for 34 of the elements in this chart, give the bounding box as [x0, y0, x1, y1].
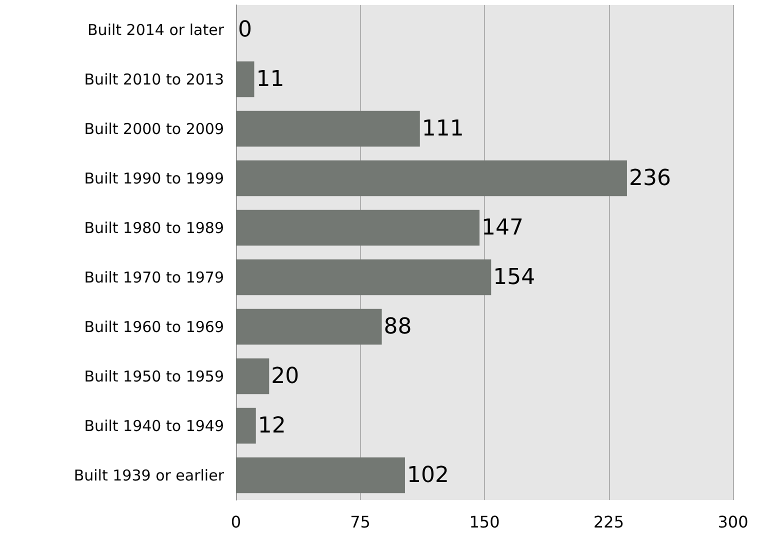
data-label: 20 [271, 364, 300, 389]
bar [236, 160, 627, 196]
y-tick-label: Built 1980 to 1989 [84, 218, 224, 237]
bar [236, 408, 256, 444]
bar [236, 61, 254, 98]
x-tick-label: 150 [469, 512, 500, 532]
y-tick-label: Built 1970 to 1979 [84, 268, 224, 286]
x-tick-label: 300 [718, 512, 748, 532]
data-label: 111 [422, 116, 464, 142]
y-tick-label: Built 2000 to 2009 [84, 120, 224, 138]
bar [236, 308, 382, 345]
y-tick-label: Built 1950 to 1959 [84, 367, 224, 386]
x-tick-label: 75 [350, 512, 370, 532]
y-tick-label: Built 2010 to 2013 [84, 70, 224, 88]
bar [236, 457, 405, 494]
data-label: 236 [628, 166, 671, 191]
x-tick-label: 225 [593, 512, 624, 532]
data-label: 11 [256, 66, 284, 92]
y-tick-label: Built 2014 or later [88, 20, 225, 39]
data-label: 154 [493, 264, 536, 290]
y-tick-label: Built 1939 or earlier [74, 466, 225, 484]
y-tick-label: Built 1940 to 1949 [84, 416, 224, 435]
data-label: 88 [384, 314, 412, 340]
y-tick-label: Built 1990 to 1999 [84, 169, 224, 188]
bar [236, 358, 270, 394]
y-tick-label: Built 1960 to 1969 [84, 318, 224, 336]
data-label: 0 [238, 17, 252, 42]
bar [236, 110, 420, 147]
data-label: 102 [406, 462, 449, 488]
bar [236, 259, 492, 296]
data-label: 147 [482, 215, 524, 240]
x-tick-label: 0 [230, 512, 242, 532]
data-label: 12 [258, 413, 286, 438]
bar [236, 210, 480, 246]
